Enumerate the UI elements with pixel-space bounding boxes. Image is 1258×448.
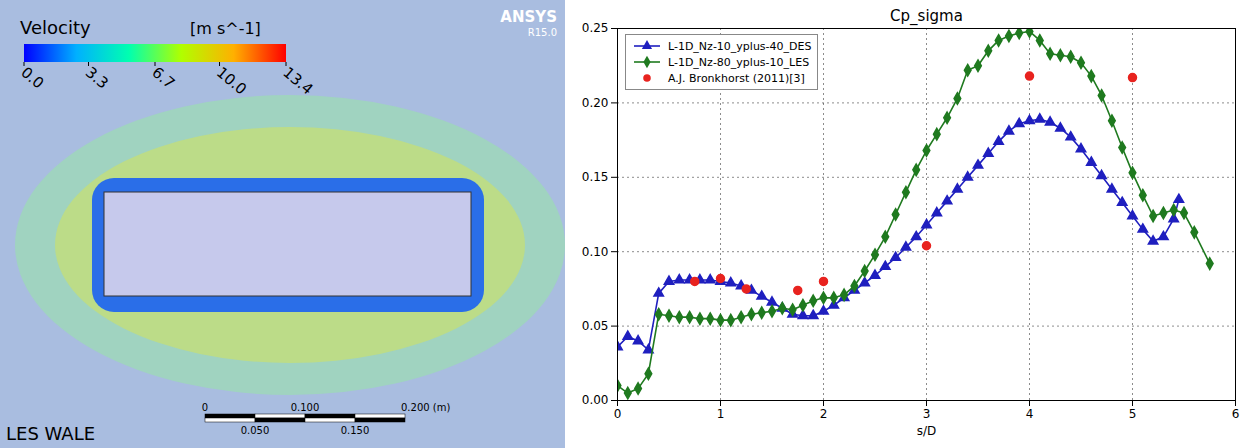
svg-text:0.100: 0.100 [291,402,320,413]
svg-text:0.20: 0.20 [582,96,609,110]
html-text:L-1D_Nz-10_yplus-40_DES: L-1D_Nz-10_yplus-40_DES [668,39,812,53]
svg-text:0.150: 0.150 [341,425,370,436]
svg-text:[m s^-1]: [m s^-1] [190,19,261,38]
svg-text:ANSYS: ANSYS [500,8,557,26]
svg-text:0.10: 0.10 [582,245,609,259]
svg-text:LES WALE: LES WALE [6,423,95,444]
svg-text:5: 5 [1129,407,1137,421]
svg-text:0.200 (m): 0.200 (m) [401,402,450,413]
svg-text:4: 4 [1026,407,1034,421]
html-text:A.J. Bronkhorst (2011)[3]: A.J. Bronkhorst (2011)[3] [668,71,805,85]
html-text:L-1D_Nz-80_yplus-10_LES: L-1D_Nz-80_yplus-10_LES [668,55,810,69]
svg-text:0.15: 0.15 [582,170,609,184]
svg-text:0: 0 [614,407,622,421]
svg-text:10.0: 10.0 [213,63,250,98]
svg-text:0.00: 0.00 [582,393,609,407]
svg-text:6: 6 [1232,407,1240,421]
svg-text:0.0: 0.0 [17,63,47,92]
svg-text:2: 2 [820,407,828,421]
svg-text:6.7: 6.7 [148,63,178,92]
svg-text:0.050: 0.050 [241,425,270,436]
svg-text:3.3: 3.3 [82,63,112,92]
svg-text:3: 3 [923,407,931,421]
svg-text:0: 0 [202,402,208,413]
svg-text:Cp_sigma: Cp_sigma [890,7,963,26]
svg-text:R15.0: R15.0 [528,27,557,38]
svg-text:0.05: 0.05 [582,319,609,333]
svg-text:s/D: s/D [917,424,937,438]
svg-text:Velocity: Velocity [20,17,91,38]
svg-text:1: 1 [717,407,725,421]
svg-text:13.4: 13.4 [279,63,316,98]
svg-text:0.25: 0.25 [582,21,609,35]
